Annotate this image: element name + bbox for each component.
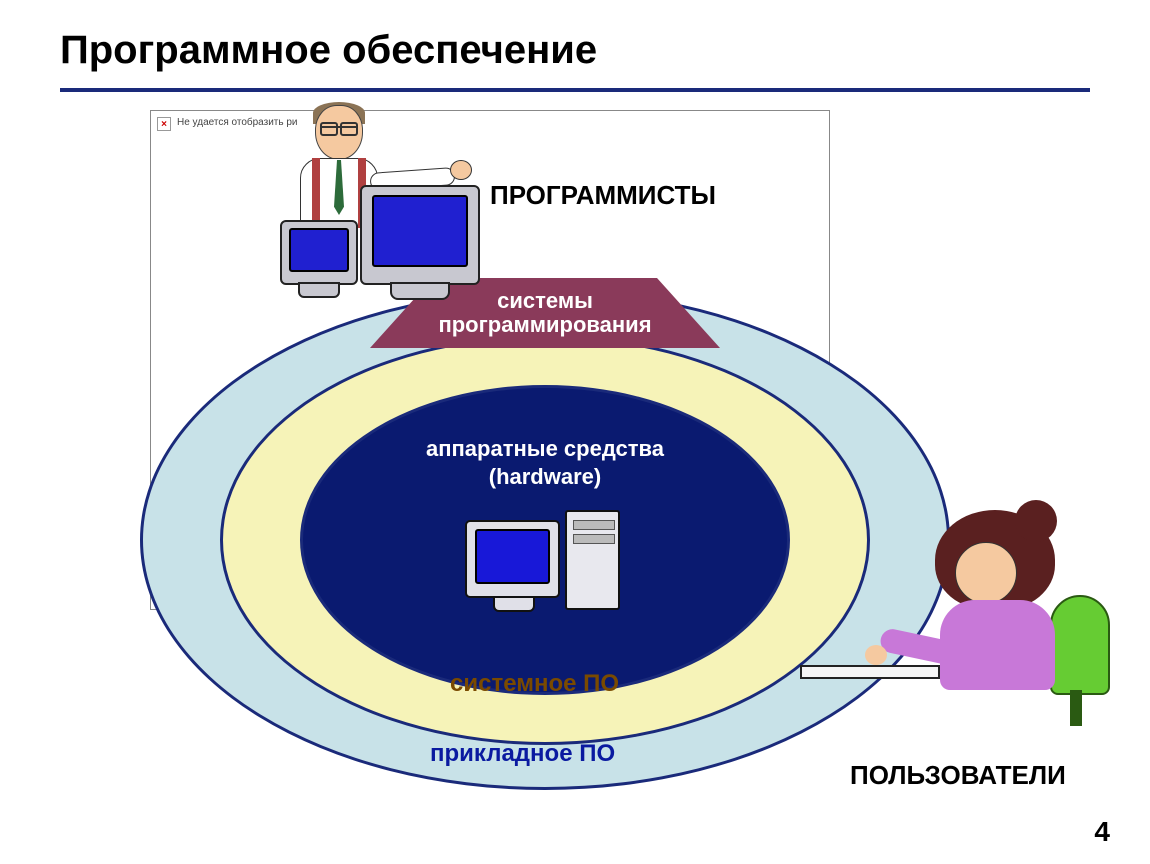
programming-systems-line2: программирования — [438, 313, 651, 337]
glasses-icon — [320, 126, 358, 138]
programmer-hand — [450, 160, 472, 180]
label-system-software: системное ПО — [450, 670, 619, 698]
programmer-suspender — [312, 158, 320, 228]
monitor-icon — [360, 185, 480, 285]
monitor-screen — [475, 529, 550, 584]
label-application-software: прикладное ПО — [430, 740, 615, 768]
user-face — [955, 542, 1017, 604]
desk-icon — [800, 665, 940, 679]
monitor-icon — [280, 220, 358, 285]
software-layers-diagram: × Не удается отобразить ри системы прогр… — [150, 110, 1000, 810]
title-underline — [60, 88, 1090, 92]
label-hardware-line2: (hardware) — [410, 463, 680, 491]
monitor-base — [493, 596, 535, 612]
broken-image-icon: × — [157, 117, 171, 131]
monitor-screen — [372, 195, 468, 267]
monitor-base — [390, 282, 450, 300]
programming-systems-line1: системы — [497, 289, 593, 313]
page-number: 4 — [1094, 816, 1110, 848]
user-figure — [840, 500, 1120, 780]
slide-title: Программное обеспечение — [60, 28, 597, 73]
pc-tower-icon — [565, 510, 620, 610]
monitor-base — [298, 282, 340, 298]
hardware-computer-icon — [465, 510, 635, 620]
user-hand — [865, 645, 887, 665]
label-hardware-line1: аппаратные средства — [410, 435, 680, 463]
label-programmers: ПРОГРАММИСТЫ — [490, 180, 716, 211]
chair-icon — [1050, 595, 1110, 695]
chair-rail — [1070, 690, 1082, 726]
monitor-screen — [289, 228, 349, 272]
label-hardware: аппаратные средства (hardware) — [410, 435, 680, 490]
monitor-icon — [465, 520, 560, 598]
user-hair-bun — [1015, 500, 1057, 542]
